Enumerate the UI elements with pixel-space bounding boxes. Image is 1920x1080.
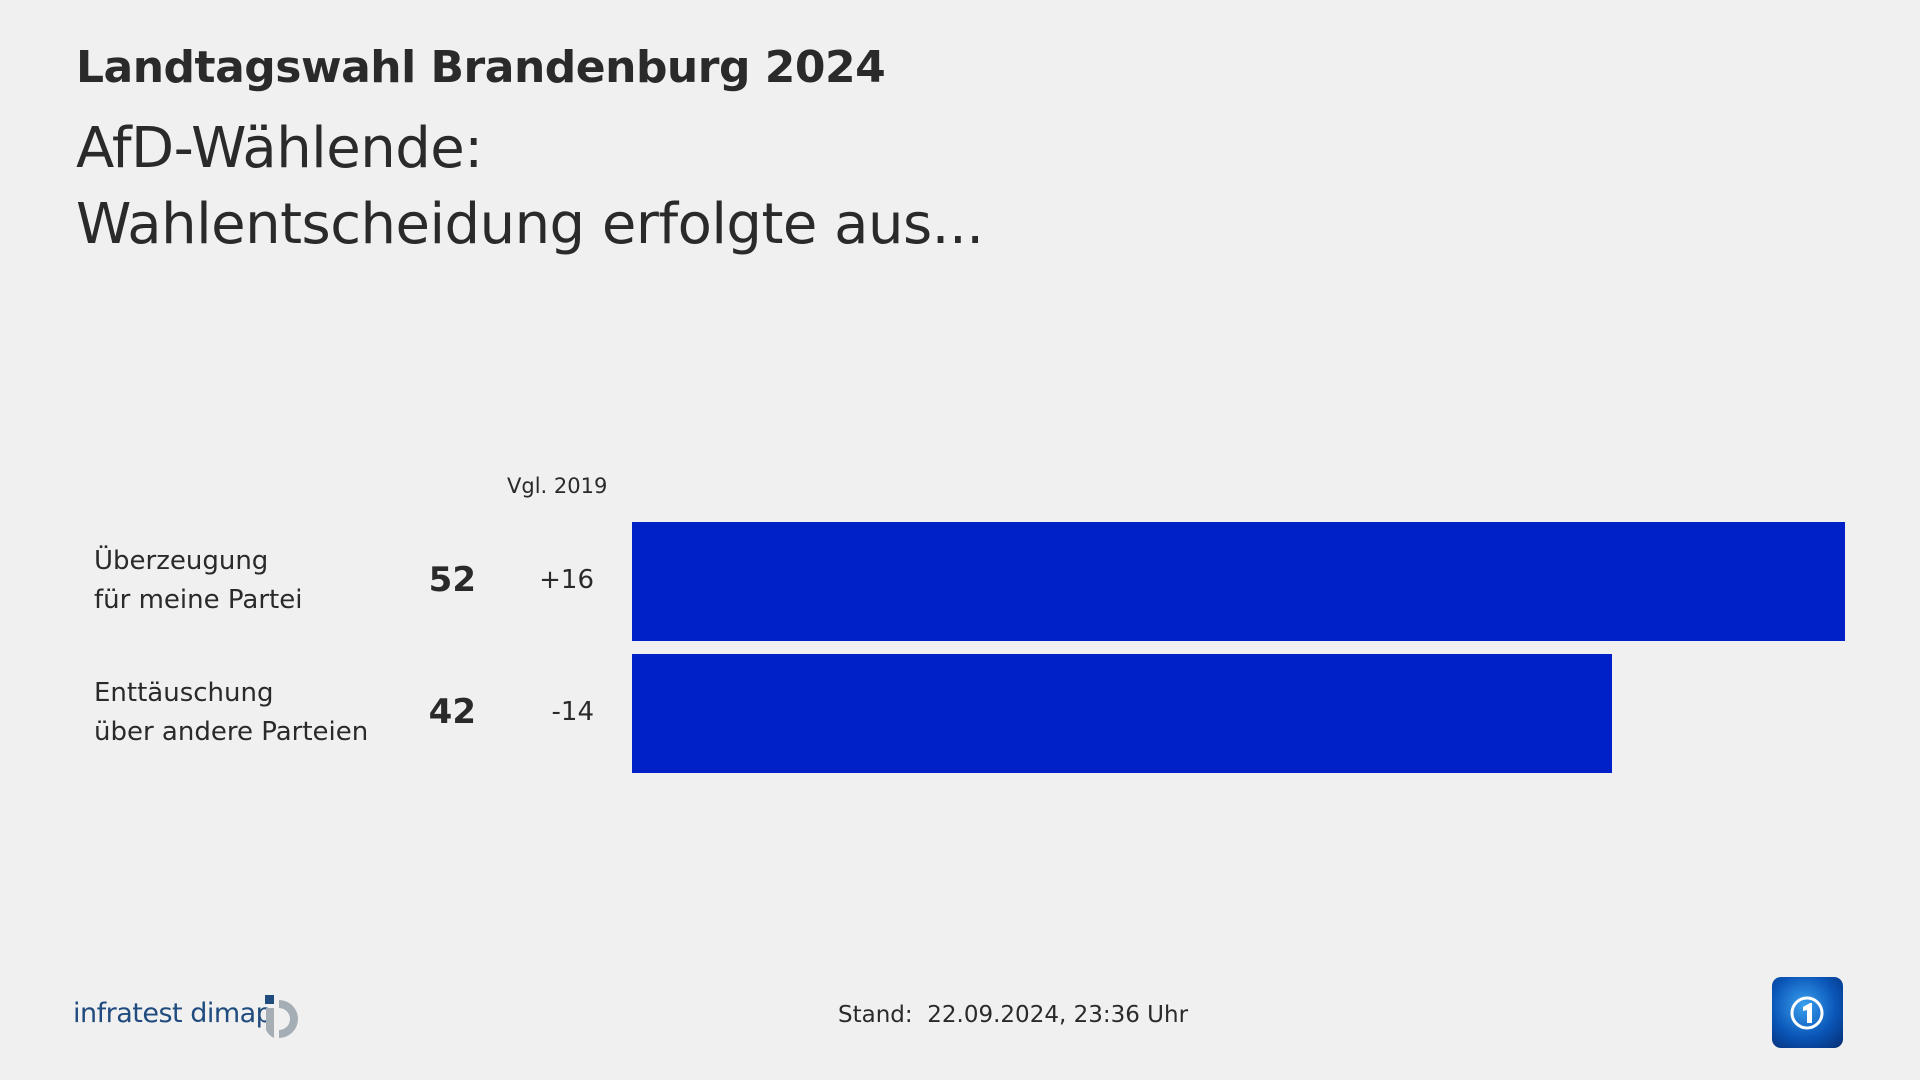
- value-label: 52: [428, 560, 476, 600]
- timestamp: Stand: 22.09.2024, 23:36 Uhr: [838, 1002, 1188, 1028]
- infratest-mark-icon: [265, 995, 298, 1038]
- chart-subtitle-line2: Wahlentscheidung erfolgte aus...: [76, 192, 984, 257]
- value-label: 42: [428, 692, 476, 732]
- tagesschau-logo: [1772, 977, 1843, 1048]
- chart-subtitle-line1: AfD-Wählende:: [76, 116, 483, 181]
- bar: [632, 522, 1845, 641]
- category-label-line: Überzeugung: [94, 546, 269, 576]
- category-label-line: über andere Parteien: [94, 717, 369, 747]
- stand-label: Stand:: [838, 1002, 913, 1028]
- bar: [632, 654, 1612, 773]
- stand-value: 22.09.2024, 23:36 Uhr: [927, 1002, 1189, 1028]
- category-label-line: für meine Partei: [94, 585, 303, 615]
- category-label-line: Enttäuschung: [94, 678, 274, 708]
- change-label: +16: [539, 565, 594, 595]
- comparison-header: Vgl. 2019: [507, 474, 608, 498]
- change-label: -14: [551, 697, 594, 727]
- category-label: Überzeugung für meine Partei: [94, 542, 302, 620]
- category-label: Enttäuschung über andere Parteien: [94, 674, 368, 752]
- chart-title: Landtagswahl Brandenburg 2024: [76, 42, 886, 93]
- infratest-dimap-logo: infratest dimap: [73, 992, 313, 1042]
- ard-one-icon: [1790, 996, 1824, 1030]
